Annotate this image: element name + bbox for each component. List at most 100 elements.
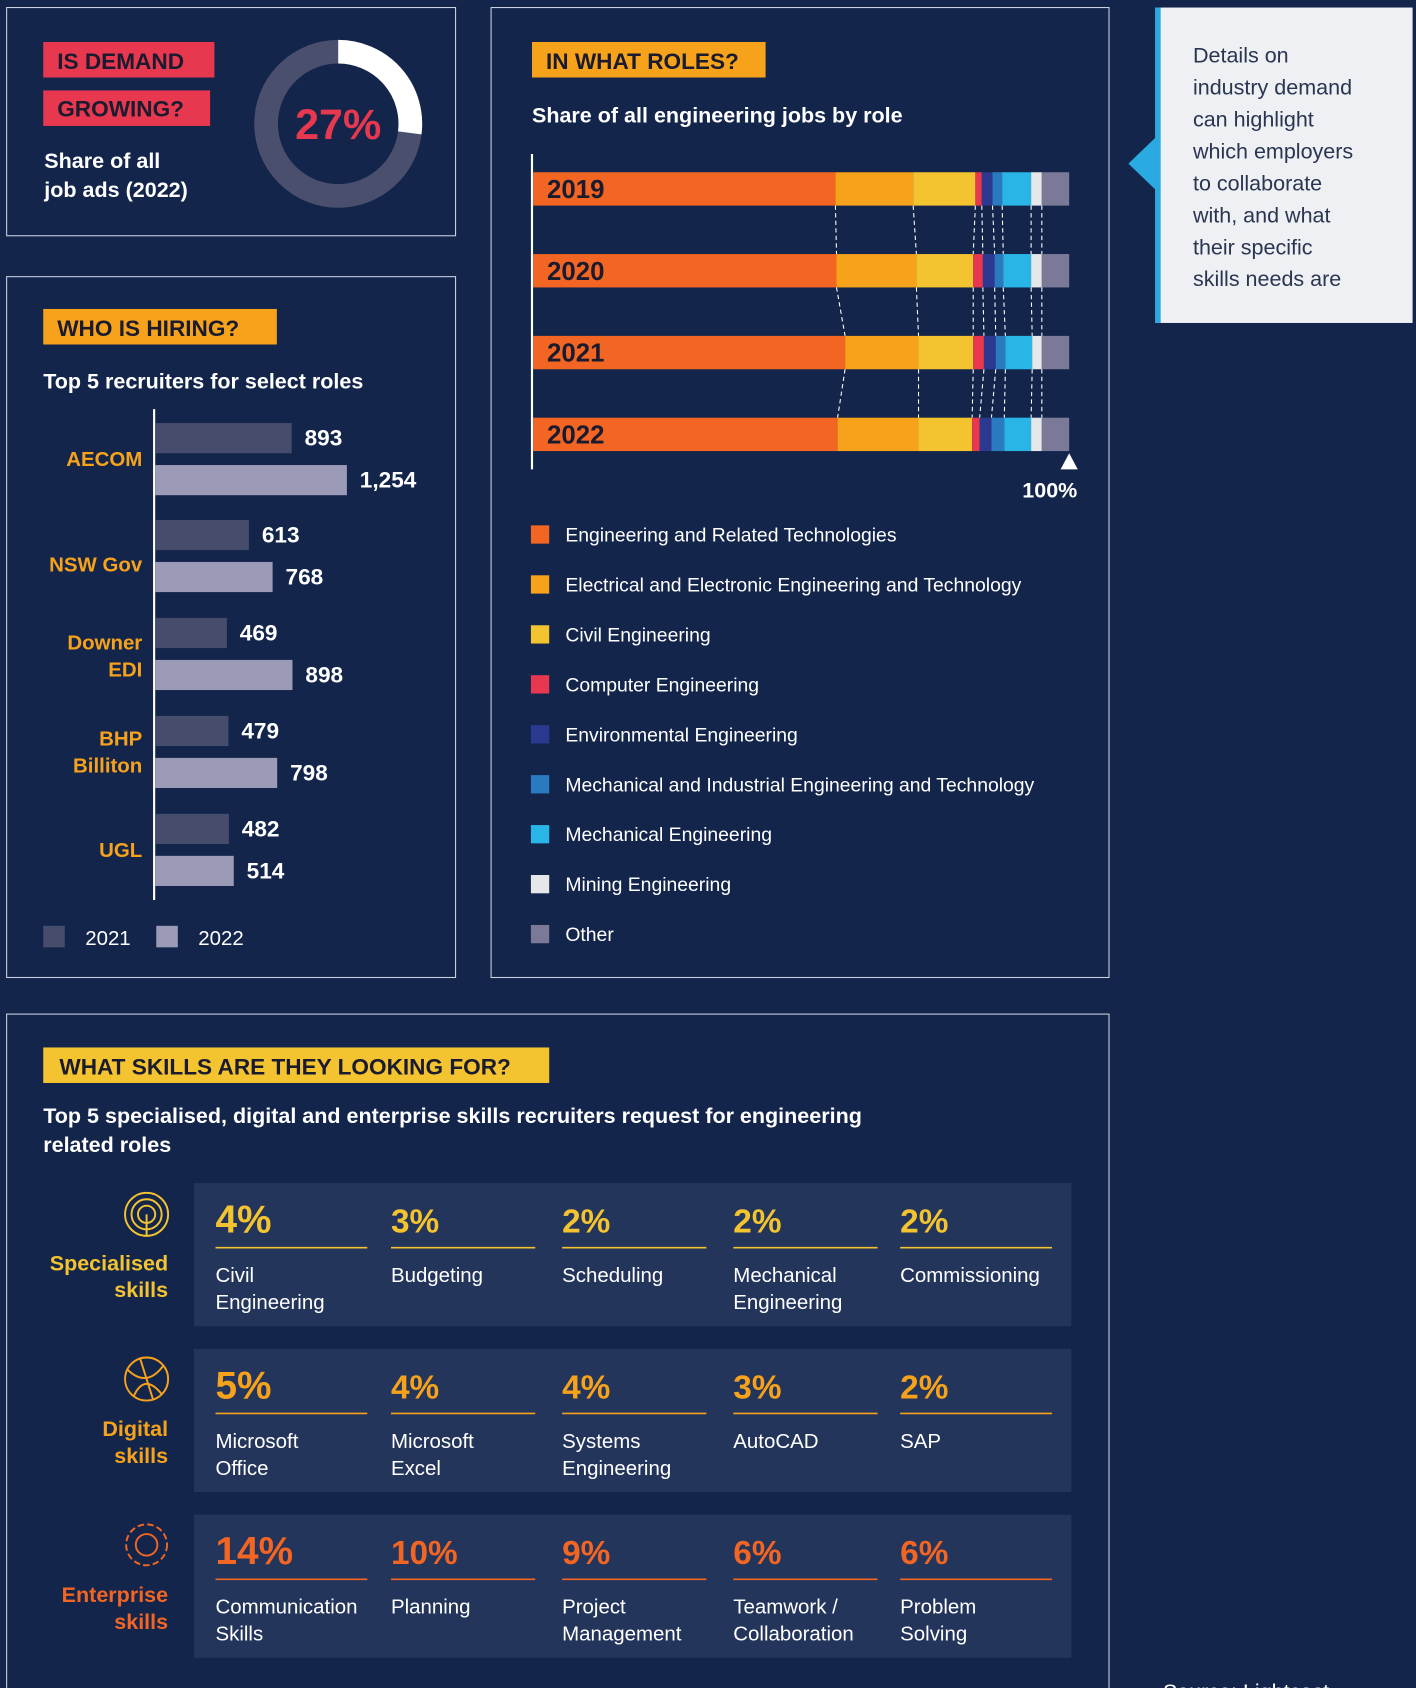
skill-value: 2% bbox=[900, 1204, 948, 1241]
demand-panel bbox=[6, 6, 457, 237]
legend-swatch bbox=[530, 924, 550, 944]
connector bbox=[835, 287, 846, 336]
skill-name: Civil Engineering bbox=[215, 1264, 324, 1314]
hiring-title: WHO IS HIRING? bbox=[57, 316, 239, 341]
bar-segment bbox=[1005, 335, 1033, 370]
legend-swatch bbox=[530, 875, 550, 894]
bar-segment bbox=[1041, 417, 1070, 452]
connector bbox=[972, 205, 976, 255]
bar bbox=[155, 715, 229, 747]
category-label: AECOM bbox=[66, 448, 142, 471]
legend-label: Mechanical Engineering bbox=[565, 824, 772, 846]
bar-segment bbox=[982, 254, 995, 288]
bar bbox=[155, 813, 229, 844]
skill-value: 2% bbox=[562, 1204, 610, 1241]
skill-value: 4% bbox=[562, 1369, 610, 1406]
note-border bbox=[1155, 7, 1161, 323]
connector bbox=[971, 369, 974, 418]
legend-label: Mining Engineering bbox=[565, 874, 731, 896]
note-pointer bbox=[1128, 137, 1156, 190]
bar-segment bbox=[995, 335, 1006, 370]
bar-segment bbox=[916, 254, 974, 288]
skill-name: Commissioning bbox=[900, 1264, 1040, 1287]
bar bbox=[155, 519, 249, 551]
demand-title: IS DEMAND GROWING? bbox=[57, 49, 184, 121]
value-label: 893 bbox=[305, 426, 343, 451]
skill-name: Mechanical Engineering bbox=[733, 1264, 842, 1314]
bar-segment bbox=[973, 254, 983, 288]
legend-swatch bbox=[530, 725, 550, 744]
skills-subtitle: Top 5 specialised, digital and enterpris… bbox=[43, 1104, 862, 1157]
bar-segment bbox=[918, 335, 974, 370]
connector bbox=[1030, 369, 1033, 418]
bar-segment bbox=[975, 172, 982, 206]
bar-segment bbox=[981, 172, 993, 206]
legend-swatch bbox=[530, 825, 550, 844]
bar-segment bbox=[1002, 172, 1032, 206]
value-label: 479 bbox=[241, 719, 279, 744]
enterprise-icon bbox=[125, 1523, 169, 1567]
value-label: 514 bbox=[247, 858, 285, 883]
skill-name: Project Management bbox=[562, 1596, 682, 1646]
skill-value: 4% bbox=[215, 1199, 271, 1242]
connector bbox=[837, 369, 846, 418]
connector bbox=[912, 205, 917, 255]
title-box bbox=[43, 1047, 550, 1083]
roles-panel bbox=[490, 6, 1110, 979]
hiring-panel bbox=[6, 276, 457, 979]
connector bbox=[979, 369, 985, 418]
legend-label: Electrical and Electronic Engineering an… bbox=[565, 574, 1021, 596]
connector bbox=[1003, 369, 1006, 418]
bar-segment bbox=[1032, 335, 1042, 370]
bar-segment bbox=[533, 254, 837, 288]
legend-label: Environmental Engineering bbox=[565, 724, 797, 746]
bar bbox=[155, 855, 234, 886]
legend-swatch bbox=[530, 525, 550, 544]
skill-value: 2% bbox=[900, 1369, 948, 1406]
group-label: Specialised skills bbox=[50, 1251, 168, 1302]
roles-title: IN WHAT ROLES? bbox=[546, 49, 739, 74]
category-label: 2019 bbox=[547, 176, 604, 204]
connector bbox=[981, 205, 984, 255]
skill-name: Microsoft Office bbox=[215, 1430, 298, 1480]
connector bbox=[834, 205, 838, 255]
skill-value: 14% bbox=[215, 1530, 293, 1573]
bar-segment bbox=[1041, 335, 1070, 370]
skill-value: 6% bbox=[733, 1535, 781, 1572]
note-box bbox=[1155, 7, 1413, 323]
value-label: 798 bbox=[290, 760, 328, 785]
bar-segment bbox=[533, 172, 836, 206]
demand-subtitle: Share of all job ads (2022) bbox=[43, 149, 188, 202]
bar bbox=[155, 617, 227, 649]
bar-segment bbox=[994, 254, 1004, 288]
connector bbox=[915, 287, 920, 336]
skill-name: Microsoft Excel bbox=[391, 1430, 474, 1480]
bar bbox=[155, 757, 278, 789]
bar-segment bbox=[533, 335, 846, 370]
bar bbox=[155, 423, 292, 454]
legend-swatch bbox=[530, 775, 550, 794]
skill-value: 4% bbox=[391, 1369, 439, 1406]
bar-segment bbox=[918, 417, 973, 452]
bar-segment bbox=[973, 335, 984, 370]
x-tick-label: 100% bbox=[1022, 478, 1077, 502]
value-label: 898 bbox=[305, 663, 343, 688]
skill-name: AutoCAD bbox=[733, 1430, 818, 1453]
skill-name: Problem Solving bbox=[900, 1596, 976, 1646]
bar-segment bbox=[979, 417, 992, 452]
skill-value: 3% bbox=[391, 1204, 439, 1241]
skill-value: 3% bbox=[733, 1369, 781, 1406]
bar-segment bbox=[972, 417, 980, 452]
roles-subtitle: Share of all engineering jobs by role bbox=[532, 104, 903, 128]
bar-segment bbox=[836, 254, 917, 288]
skill-name: Systems Engineering bbox=[562, 1430, 671, 1480]
source: Source: Lightcast bbox=[1163, 1680, 1329, 1688]
legend-swatch bbox=[530, 625, 550, 644]
specialised-icon bbox=[124, 1191, 170, 1237]
connector bbox=[994, 287, 997, 336]
bar-segment bbox=[992, 172, 1003, 206]
legend-label: Computer Engineering bbox=[565, 674, 759, 696]
value-label: 613 bbox=[262, 523, 300, 548]
skill-value: 6% bbox=[900, 1535, 948, 1572]
